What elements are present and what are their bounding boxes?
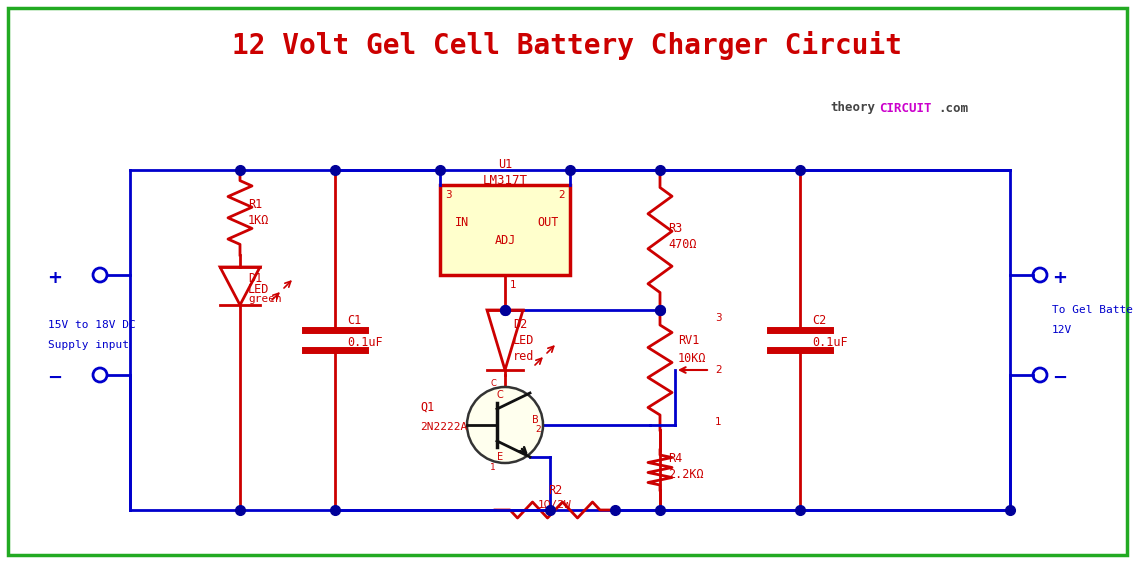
Text: To Gel Battery: To Gel Battery xyxy=(1052,305,1135,315)
Text: ADJ: ADJ xyxy=(495,234,515,247)
Text: E: E xyxy=(497,452,503,462)
Text: +: + xyxy=(48,269,62,287)
Text: 2N2222A: 2N2222A xyxy=(420,422,468,432)
Circle shape xyxy=(466,387,543,463)
Text: LM317T: LM317T xyxy=(482,173,528,186)
Bar xyxy=(440,185,570,275)
Text: +: + xyxy=(1052,269,1067,287)
Text: red: red xyxy=(513,350,535,363)
Text: D1: D1 xyxy=(249,272,262,285)
Text: B: B xyxy=(531,415,538,425)
Text: 2.2KΩ: 2.2KΩ xyxy=(669,468,704,481)
Text: RV1: RV1 xyxy=(678,333,699,346)
Text: LED: LED xyxy=(249,283,269,296)
Text: R2: R2 xyxy=(548,484,562,497)
Text: 2: 2 xyxy=(558,190,565,200)
Text: C1: C1 xyxy=(347,314,361,327)
Text: theory: theory xyxy=(830,101,875,114)
Text: 10KΩ: 10KΩ xyxy=(678,351,706,364)
Text: 1: 1 xyxy=(510,280,516,290)
Text: 2: 2 xyxy=(715,365,722,375)
Text: −: − xyxy=(1052,369,1067,387)
Text: OUT: OUT xyxy=(537,216,558,229)
Text: 1: 1 xyxy=(490,462,496,471)
Text: 3: 3 xyxy=(445,190,452,200)
Text: D2: D2 xyxy=(513,319,528,332)
Text: R1: R1 xyxy=(249,198,262,211)
Text: 3: 3 xyxy=(715,313,722,323)
Text: Q1: Q1 xyxy=(420,400,435,413)
Text: C: C xyxy=(490,378,496,387)
Text: CIRCUIT: CIRCUIT xyxy=(878,101,932,114)
Text: R3: R3 xyxy=(669,221,682,235)
Text: 1: 1 xyxy=(715,417,722,427)
Text: LED: LED xyxy=(513,333,535,346)
Text: 2: 2 xyxy=(536,426,540,435)
Text: 0.1uF: 0.1uF xyxy=(347,336,382,348)
Text: Supply input: Supply input xyxy=(48,340,129,350)
Text: −: − xyxy=(48,369,62,387)
Text: green: green xyxy=(249,294,281,304)
Text: 470Ω: 470Ω xyxy=(669,239,697,252)
Text: C2: C2 xyxy=(812,314,826,327)
Text: 1KΩ: 1KΩ xyxy=(249,214,269,227)
Text: 12 Volt Gel Cell Battery Charger Circuit: 12 Volt Gel Cell Battery Charger Circuit xyxy=(233,30,902,60)
Text: U1: U1 xyxy=(498,159,512,172)
Text: 0.1uF: 0.1uF xyxy=(812,336,848,348)
Text: .com: .com xyxy=(938,101,968,114)
Text: IN: IN xyxy=(455,216,469,229)
Text: 12V: 12V xyxy=(1052,325,1073,335)
Text: C: C xyxy=(497,390,504,400)
Text: 1Ω/2W: 1Ω/2W xyxy=(538,500,572,510)
Text: 15V to 18V DC: 15V to 18V DC xyxy=(48,320,136,330)
Text: R4: R4 xyxy=(669,452,682,464)
